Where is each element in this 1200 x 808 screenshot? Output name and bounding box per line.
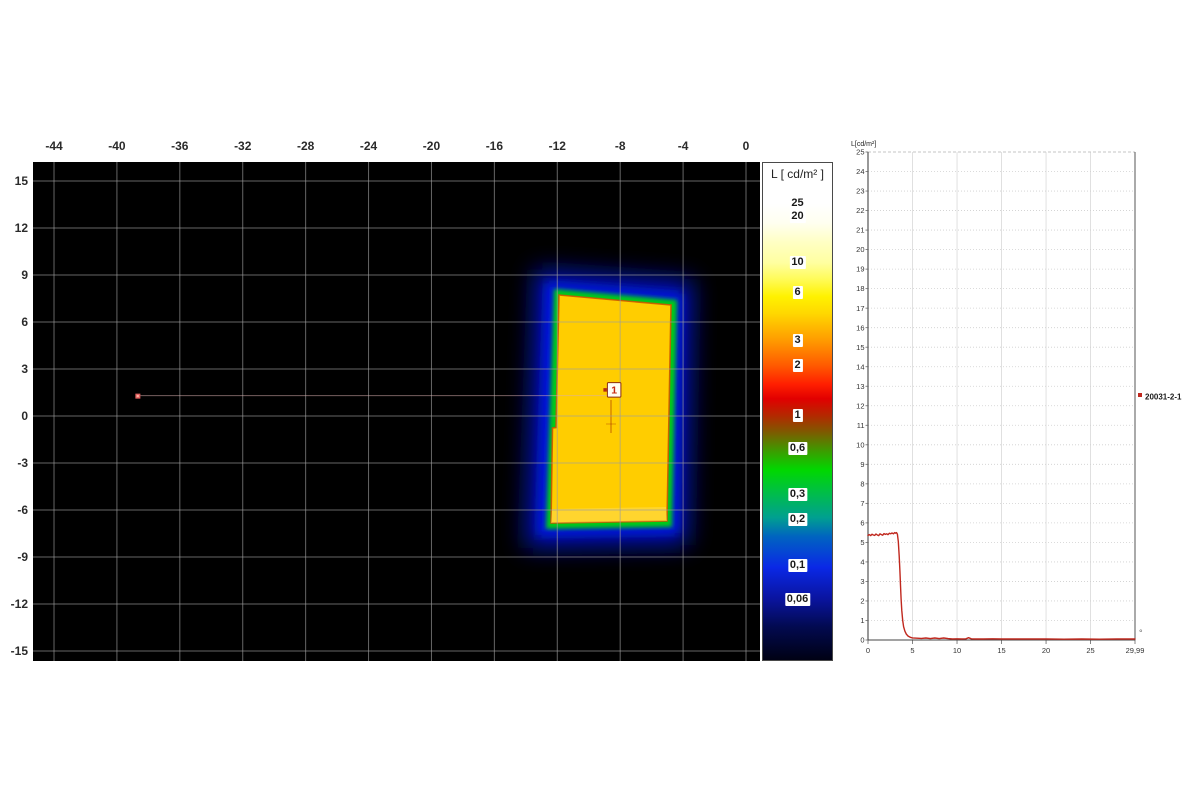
map-y-tick-label: 9 xyxy=(21,267,28,282)
map-x-tick-label: -44 xyxy=(45,139,63,153)
map-x-tick-label: -20 xyxy=(422,139,441,153)
chart-y-tick-label: 13 xyxy=(856,382,864,391)
map-x-tick-label: -40 xyxy=(108,139,126,153)
chart-y-tick-label: 3 xyxy=(860,577,864,586)
map-x-tick-label: -12 xyxy=(548,139,566,153)
map-x-tick-label: -32 xyxy=(234,139,252,153)
chart-y-tick-label: 2 xyxy=(860,597,864,606)
map-y-tick-label: 15 xyxy=(14,173,28,188)
chart-y-tick-label: 15 xyxy=(856,343,864,352)
colorbar-value-label: 6 xyxy=(792,286,803,299)
chart-y-tick-label: 21 xyxy=(856,226,864,235)
chart-x-tick-label: 10 xyxy=(953,646,961,655)
map-y-tick-label: 3 xyxy=(21,361,28,376)
chart-x-tick-label: 29,99 xyxy=(1126,646,1145,655)
map-x-tick-label: -28 xyxy=(296,139,315,153)
colorbar-value-label: 2 xyxy=(792,359,803,372)
probe-endpoint-dot-core xyxy=(136,394,139,398)
colorbar-value-label: 0,2 xyxy=(787,513,808,526)
chart-x-tick-label: 15 xyxy=(997,646,1005,655)
colorbar-value-label: 0,6 xyxy=(787,442,808,455)
map-x-tick-label: -24 xyxy=(359,139,378,153)
colorbar-title: L [ cd/m² ] xyxy=(771,167,824,181)
chart-x-unit-degree: ° xyxy=(1139,628,1143,638)
map-y-tick-label: -9 xyxy=(17,550,28,564)
chart-y-tick-label: 19 xyxy=(856,265,864,274)
chart-y-tick-label: 20 xyxy=(856,245,864,254)
chart-y-tick-label: 7 xyxy=(860,499,864,508)
colorbar-value-label: 25 xyxy=(789,197,806,210)
colorbar-value-label: 20 xyxy=(789,210,806,223)
luminance-profile-chart: 0123456789101112131415161718192021222324… xyxy=(851,141,1182,655)
chart-x-tick-label: 20 xyxy=(1042,646,1050,655)
colorbar-value-label: 1 xyxy=(792,409,803,422)
luminance-map-canvas[interactable]: 1 xyxy=(33,162,760,661)
chart-y-tick-label: 12 xyxy=(856,401,864,410)
chart-y-tick-label: 22 xyxy=(856,206,864,215)
chart-y-tick-label: 11 xyxy=(857,421,865,430)
legend-series-swatch xyxy=(1138,393,1142,397)
source-bottom-band xyxy=(551,507,667,523)
map-y-tick-label: 12 xyxy=(14,220,28,235)
map-x-tick-label: 0 xyxy=(742,139,750,153)
chart-y-tick-label: 4 xyxy=(860,558,864,567)
map-x-tick-label: -4 xyxy=(677,139,689,153)
legend-series-label: 20031-2-1 xyxy=(1145,393,1182,402)
chart-x-tick-label: 5 xyxy=(910,646,914,655)
chart-y-tick-label: 8 xyxy=(860,479,864,488)
chart-x-tick-label: 25 xyxy=(1086,646,1094,655)
chart-y-tick-label: 24 xyxy=(856,167,864,176)
colorbar-value-label: 3 xyxy=(792,334,803,347)
colorbar-value-label: 0,3 xyxy=(787,488,808,501)
chart-y-tick-label: 9 xyxy=(860,460,864,469)
chart-y-tick-label: 17 xyxy=(856,304,864,313)
chart-y-tick-label: 1 xyxy=(860,616,864,625)
map-x-tick-label: -16 xyxy=(485,139,504,153)
colorbar-value-label: 10 xyxy=(789,256,806,269)
map-y-tick-label: -3 xyxy=(17,456,28,470)
colorbar-value-label: 0,1 xyxy=(787,559,808,572)
marker-1-box[interactable] xyxy=(606,382,622,398)
chart-y-tick-label: 6 xyxy=(860,518,864,527)
map-y-tick-label: 0 xyxy=(21,409,28,423)
chart-y-tick-label: 16 xyxy=(856,323,864,332)
colorbar-gradient: 25 20 10 6 3 2 1 0,6 0,3 0,2 0,1 0,06 xyxy=(763,185,832,660)
chart-y-tick-label: 23 xyxy=(856,187,864,196)
map-y-tick-label: 6 xyxy=(21,314,28,329)
map-x-tick-label: -8 xyxy=(614,139,626,153)
map-y-tick-label: -15 xyxy=(10,644,28,658)
map-y-tick-label: -12 xyxy=(10,597,28,611)
marker-anchor xyxy=(603,388,607,392)
luminance-colorbar: L [ cd/m² ] 25 20 10 6 3 2 1 0,6 0,3 0,2 0,1 0,06 xyxy=(762,162,833,661)
luminance-profile-curve xyxy=(867,531,1136,640)
chart-y-tick-label: 25 xyxy=(856,148,864,157)
chart-y-tick-label: 14 xyxy=(856,362,864,371)
chart-y-tick-label: 18 xyxy=(856,284,864,293)
map-x-tick-label: -36 xyxy=(171,139,189,153)
map-y-tick-label: -6 xyxy=(17,503,28,517)
chart-y-axis-title: L[cd/m²] xyxy=(851,141,876,148)
chart-x-tick-label: 0 xyxy=(866,646,870,655)
colorbar-value-label: 0,06 xyxy=(784,593,811,606)
chart-y-tick-label: 5 xyxy=(860,538,864,547)
marker-1-label: 1 xyxy=(611,385,617,397)
chart-y-tick-label: 0 xyxy=(860,636,864,645)
chart-y-tick-label: 10 xyxy=(856,440,864,449)
